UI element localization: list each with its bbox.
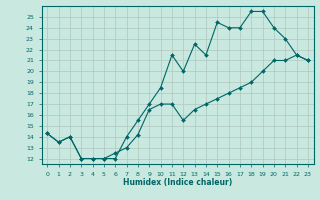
X-axis label: Humidex (Indice chaleur): Humidex (Indice chaleur) — [123, 178, 232, 187]
